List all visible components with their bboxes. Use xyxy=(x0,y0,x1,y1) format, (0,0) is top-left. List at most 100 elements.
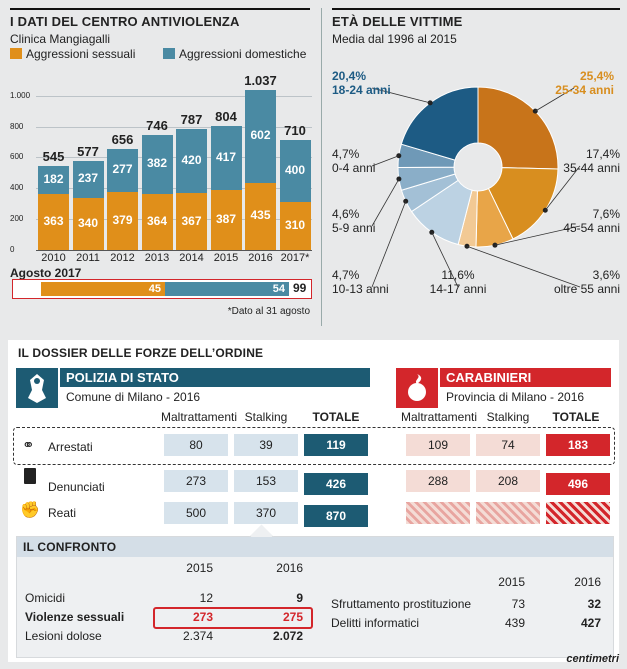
slice-dot xyxy=(532,108,538,114)
y-tick-label: 1.000 xyxy=(10,90,31,100)
confronto-box: IL CONFRONTO 2015 2016 Omicidi 12 9 Viol… xyxy=(16,524,614,658)
cc-denunciati-stalk: 208 xyxy=(476,470,540,492)
bar-domestic-label: 420 xyxy=(181,152,202,167)
slice-value-label: 7,6% xyxy=(593,207,621,221)
slice-value-label: 25,4% xyxy=(580,69,614,83)
cc-reati-malt-na xyxy=(406,502,470,524)
bar-domestic: 602 xyxy=(245,90,276,183)
slice-value-label: 4,6% xyxy=(332,207,360,221)
bar-domestic: 382 xyxy=(141,134,173,194)
gridline xyxy=(36,95,312,97)
gridline xyxy=(36,219,312,221)
y-tick-label: 800 xyxy=(10,121,24,131)
carabinieri-area: Provincia di Milano - 2016 xyxy=(446,390,585,404)
leader-line xyxy=(371,201,407,288)
confronto-v1: 73 xyxy=(511,597,525,611)
bar-sexual-label: 310 xyxy=(284,218,306,233)
cc-arrestati-tot: 183 xyxy=(546,434,610,456)
row-label-reati: Reati xyxy=(48,506,77,520)
confronto-row-omicidi: Omicidi 12 9 xyxy=(17,591,313,607)
y-tick-label: 0 xyxy=(10,245,15,254)
police-reati-malt: 500 xyxy=(164,502,228,524)
polizia-header: POLIZIA DI STATO xyxy=(60,368,370,387)
violenze-highlight xyxy=(153,607,313,629)
bar-total-label: 577 xyxy=(77,143,99,159)
polizia-name: POLIZIA DI STATO xyxy=(66,370,179,385)
bar-sexual: 367 xyxy=(176,193,207,250)
bar-sexual-label: 340 xyxy=(77,215,99,230)
bar-total-label: 746 xyxy=(146,117,168,133)
legend-sexual-label: Aggressioni sessuali xyxy=(26,47,136,61)
leader-line xyxy=(494,225,581,246)
slice-category-label: 25-34 anni xyxy=(555,83,614,97)
x-tick-label: 2011 xyxy=(76,252,100,264)
gridline xyxy=(36,188,312,190)
slice-value-label: 11,6% xyxy=(441,268,474,282)
leader-line xyxy=(466,245,581,288)
confronto-right-y1: 2015 xyxy=(498,575,525,589)
bar-domestic: 277 xyxy=(107,148,138,192)
carabinieri-name: CARABINIERI xyxy=(446,370,532,385)
slice-category-label: 14-17 anni xyxy=(430,282,487,296)
arrestati-highlight xyxy=(13,427,615,465)
left-panel: I DATI DEL CENTRO ANTIVIOLENZA Clinica M… xyxy=(0,0,318,330)
confronto-v1: 273 xyxy=(192,610,213,624)
leader-line xyxy=(371,155,399,167)
august-sexual-value: 45 xyxy=(148,283,161,295)
x-axis xyxy=(36,250,312,251)
slice-value-label: 20,4% xyxy=(332,69,366,83)
bar-domestic-label: 382 xyxy=(146,156,168,171)
bar-domestic: 417 xyxy=(210,125,242,191)
legend-sexual-swatch xyxy=(10,48,22,59)
bar-domestic-label: 182 xyxy=(43,171,64,186)
col-stalking-police: Stalking xyxy=(244,410,288,424)
confronto-v1: 12 xyxy=(199,591,213,605)
bar-sexual-label: 363 xyxy=(43,213,64,228)
x-tick-label: 2013 xyxy=(144,252,170,264)
col-stalking-cc: Stalking xyxy=(486,410,530,424)
police-arrestati-stalk: 39 xyxy=(234,434,298,456)
bar-total-label: 545 xyxy=(42,148,65,164)
bar-total-label: 1.037 xyxy=(244,73,277,88)
carabinieri-flame-icon xyxy=(408,374,426,401)
right-panel: ETÀ DELLE VITTIME Media dal 1996 al 2015… xyxy=(326,0,627,330)
confronto-left-table: Omicidi 12 9 Violenze sessuali 273 275 L… xyxy=(17,591,313,657)
brand-logo: centimetri xyxy=(566,653,619,665)
slice-category-label: 45-54 anni xyxy=(563,221,620,235)
bar-total-label: 710 xyxy=(284,123,306,139)
legend-domestic-swatch xyxy=(163,48,175,59)
confronto-v2: 9 xyxy=(296,591,303,605)
police-arrestati-tot: 119 xyxy=(304,434,368,456)
bar-sexual: 435 xyxy=(245,182,276,250)
donut-slice xyxy=(477,86,559,170)
x-tick-label: 2015 xyxy=(213,252,239,264)
police-reati-tot: 870 xyxy=(304,505,368,527)
confronto-v2: 427 xyxy=(580,616,601,630)
donut-slice xyxy=(400,86,479,161)
document-icon xyxy=(24,468,36,484)
confronto-v1: 2.374 xyxy=(182,629,213,643)
bar-sexual: 364 xyxy=(141,193,173,250)
legend-domestic: Aggressioni domestiche xyxy=(163,47,306,61)
bar-sexual-label: 435 xyxy=(250,208,271,223)
august-domestic-bar: 54 xyxy=(165,282,289,296)
confronto-v2: 275 xyxy=(282,610,303,624)
confronto-left-y1: 2015 xyxy=(186,561,213,575)
confronto-label: Lesioni dolose xyxy=(25,629,102,643)
donut-subtitle: Media dal 1996 al 2015 xyxy=(332,32,457,46)
gridline xyxy=(36,126,312,128)
handcuffs-icon: ⚭ xyxy=(22,437,35,454)
leader-line xyxy=(371,87,431,104)
slice-category-label: oltre 55 anni xyxy=(554,282,620,296)
slice-value-label: 3,6% xyxy=(593,268,621,282)
slice-category-label: 18-24 anni xyxy=(332,83,391,97)
bar-total-label: 804 xyxy=(215,108,237,124)
col-totale-police: TOTALE xyxy=(312,410,360,424)
slice-value-label: 17,4% xyxy=(586,147,620,161)
confronto-label: Omicidi xyxy=(25,591,66,605)
confronto-row-sfruttamento: Sfruttamento prostituzione 73 32 xyxy=(317,597,613,613)
police-denunciati-stalk: 153 xyxy=(234,470,298,492)
police-denunciati-malt: 273 xyxy=(164,470,228,492)
bar-sexual: 363 xyxy=(38,193,69,250)
legend-domestic-label: Aggressioni domestiche xyxy=(179,47,307,61)
